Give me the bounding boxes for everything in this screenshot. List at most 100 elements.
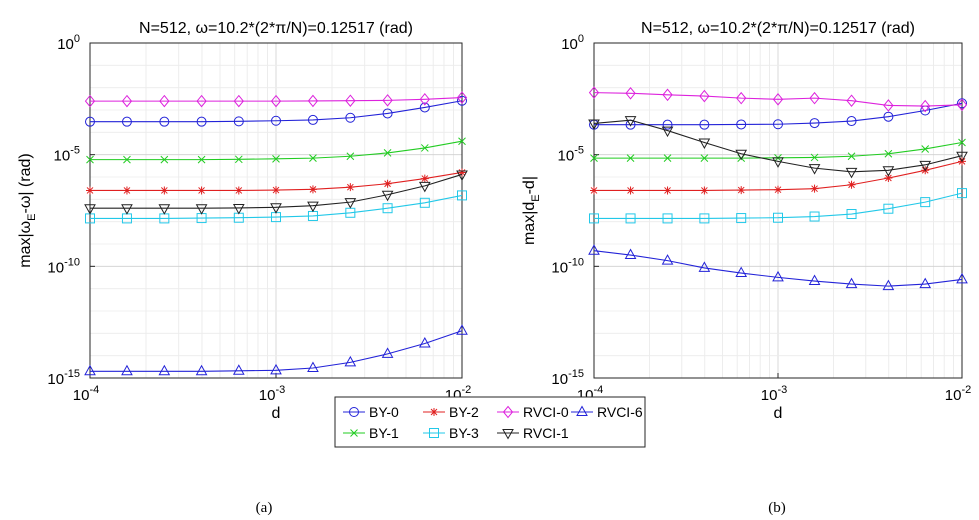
data-point-rvci-0 (883, 99, 894, 112)
data-point-rvci-6 (661, 254, 674, 265)
data-point-by-0 (233, 116, 244, 127)
data-point-rvci-1 (661, 126, 674, 138)
data-point-by-2 (197, 186, 206, 195)
data-point-by-1 (590, 154, 598, 162)
data-point-by-0 (846, 116, 857, 127)
x-axis-label: d (774, 405, 783, 422)
series-line-by-0 (90, 100, 463, 123)
data-point-by-3 (736, 213, 747, 224)
data-point-rvci-1 (698, 138, 711, 150)
data-point-rvci-6 (121, 364, 133, 376)
data-point-rvci-0 (345, 94, 356, 108)
y-axis-label: max|ωE-ω| (rad) (17, 153, 38, 267)
data-point-rvci-6 (418, 336, 431, 348)
legend-label-by-2: BY-2 (449, 404, 479, 420)
chart-title: N=512, ω=10.2*(2*π/N)=0.12517 (rad) (641, 20, 915, 37)
data-point-by-1 (197, 155, 206, 164)
data-point-rvci-1 (882, 166, 895, 177)
x-tick-label: 10-3 (761, 384, 787, 404)
data-point-rvci-0 (121, 94, 133, 108)
legend: BY-0 BY-2 RVCI-0 RVCI-6 BY-1 BY-3 RVCI-1 (334, 396, 646, 448)
series-group (588, 86, 968, 291)
data-point-rvci-1 (845, 167, 858, 179)
data-point-by-0 (419, 102, 430, 113)
data-point-rvci-1 (307, 201, 319, 213)
data-point-by-1 (309, 154, 317, 162)
data-point-by-3 (662, 213, 673, 224)
data-point-by-0 (85, 116, 95, 127)
series-line-rvci-0 (593, 92, 963, 107)
data-point-rvci-0 (699, 89, 710, 103)
data-point-rvci-0 (270, 94, 282, 108)
data-point-rvci-0 (956, 98, 968, 112)
legend-marker-rvci-1 (502, 429, 514, 440)
data-point-by-1 (383, 149, 392, 157)
caption-b: (b) (768, 500, 786, 516)
legend-marker-by-2 (430, 408, 438, 416)
data-point-by-1 (958, 138, 966, 147)
caption-a: (a) (256, 500, 273, 516)
data-point-by-2 (458, 168, 466, 177)
legend-box (334, 396, 646, 448)
data-point-rvci-6 (158, 364, 171, 376)
data-point-by-0 (883, 111, 894, 122)
data-point-by-1 (458, 137, 466, 146)
series-line-rvci-0 (90, 97, 463, 102)
legend-label-rvci-1: RVCI-1 (523, 425, 569, 441)
data-point-rvci-6 (735, 266, 748, 278)
data-point-rvci-1 (624, 116, 637, 127)
y-tick-label: 10-15 (551, 368, 584, 388)
data-point-rvci-1 (195, 204, 208, 215)
data-point-by-1 (420, 144, 429, 152)
data-point-rvci-1 (121, 204, 133, 215)
series-line-by-3 (90, 194, 463, 219)
data-point-rvci-1 (381, 190, 394, 202)
data-point-by-0 (307, 114, 318, 125)
data-point-by-3 (957, 188, 967, 199)
data-point-rvci-0 (419, 93, 430, 106)
legend-marker-rvci-0 (502, 405, 514, 419)
data-point-by-2 (420, 174, 429, 183)
data-point-rvci-6 (344, 355, 357, 367)
data-point-by-1 (700, 154, 709, 162)
data-point-rvci-6 (919, 277, 932, 289)
chart-title: N=512, ω=10.2*(2*π/N)=0.12517 (rad) (139, 20, 413, 37)
data-point-rvci-6 (232, 364, 245, 375)
data-point-rvci-0 (159, 94, 170, 108)
data-point-by-3 (920, 197, 931, 208)
data-point-rvci-6 (84, 364, 96, 376)
data-point-by-0 (159, 116, 170, 127)
data-point-by-1 (160, 155, 169, 164)
data-point-by-2 (86, 186, 94, 195)
data-point-rvci-6 (456, 324, 468, 335)
data-point-rvci-0 (625, 87, 636, 100)
data-point-by-3 (457, 190, 467, 201)
data-point-by-2 (234, 186, 243, 195)
data-point-by-2 (590, 186, 598, 195)
data-point-rvci-6 (845, 277, 858, 289)
x-tick-label: 10-3 (259, 384, 285, 404)
data-point-by-0 (773, 119, 783, 130)
data-point-by-2 (810, 184, 819, 193)
data-point-rvci-0 (736, 91, 747, 105)
data-point-rvci-0 (846, 94, 857, 108)
data-point-by-2 (272, 186, 280, 195)
data-point-by-2 (774, 185, 782, 194)
data-point-rvci-0 (233, 94, 244, 108)
data-point-by-3 (773, 212, 783, 223)
data-point-rvci-1 (418, 181, 431, 193)
legend-marker-rvci-6 (576, 405, 588, 416)
legend-marker-by-0 (349, 407, 359, 417)
data-point-rvci-1 (456, 170, 468, 181)
data-point-rvci-0 (84, 94, 96, 108)
data-point-rvci-6 (956, 272, 968, 284)
data-point-rvci-6 (381, 347, 394, 358)
data-point-by-3 (589, 213, 599, 224)
data-point-rvci-1 (344, 198, 357, 209)
data-point-by-0 (271, 115, 281, 126)
data-point-rvci-6 (195, 364, 208, 376)
data-point-by-1 (921, 145, 930, 153)
data-point-rvci-0 (196, 94, 207, 108)
series-line-by-3 (594, 192, 963, 219)
